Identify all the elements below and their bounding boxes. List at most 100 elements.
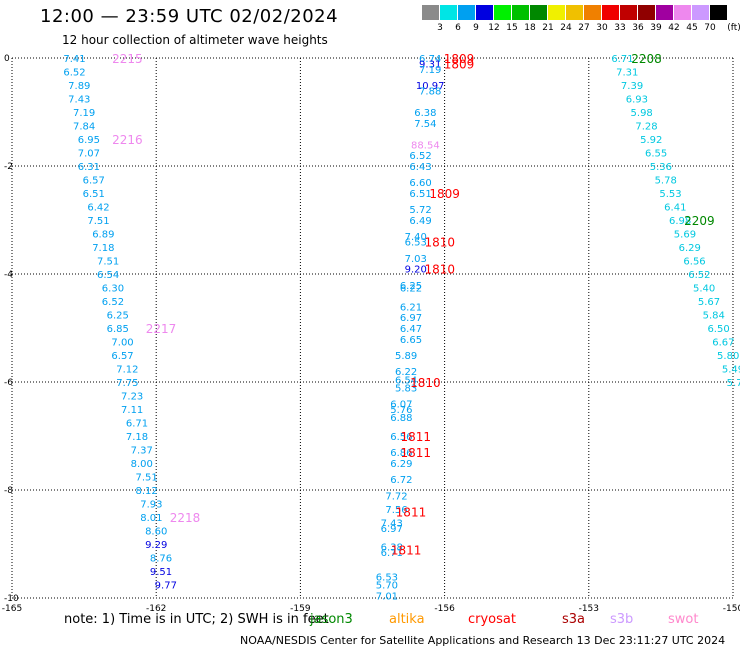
data-point-label: 6.88 — [390, 413, 412, 424]
pass-time-label: 1811 — [400, 430, 431, 444]
satellite-legend-item: cryosat — [468, 612, 516, 627]
pass-time-label: 1811 — [400, 446, 431, 460]
pass-time-label: 1810 — [410, 376, 441, 390]
data-point-label: 6.56 — [683, 257, 705, 268]
y-tick-label: 0 — [4, 54, 10, 64]
color-swatch — [476, 5, 493, 20]
data-point-label: 7.18 — [92, 243, 114, 254]
data-point-label: 6.50 — [707, 324, 729, 335]
pass-time-label: 1810 — [425, 236, 456, 250]
x-tick-label: -156 — [434, 604, 455, 614]
data-point-label: 6.85 — [107, 324, 129, 335]
color-swatch — [548, 5, 565, 20]
color-scale-label: 30 — [596, 23, 608, 33]
color-swatch — [440, 5, 457, 20]
data-point-label: 8.76 — [150, 554, 172, 565]
data-point-label: 6.71 — [381, 548, 403, 559]
data-point-label: 8.00 — [131, 459, 153, 470]
data-point-label: 5.70 — [376, 581, 398, 592]
data-point-label: 7.07 — [78, 149, 100, 160]
data-point-label: 5.76 — [390, 405, 412, 416]
satellite-legend-item: s3b — [610, 612, 634, 627]
data-point-label: 7.40 — [405, 232, 427, 243]
data-point-label: 6.86 — [390, 448, 412, 459]
color-scale-label: 45 — [686, 23, 698, 33]
data-point-label: 6.56 — [390, 432, 412, 443]
data-point-label: 8.60 — [145, 527, 167, 538]
data-point-label: 7.18 — [126, 432, 148, 443]
pass-time-label: 1809 — [444, 57, 475, 71]
data-point-label: 6.74 — [419, 54, 441, 65]
color-scale-label: 18 — [524, 23, 536, 33]
data-point-label: 6.97 — [400, 313, 422, 324]
pass-time-label: 1810 — [425, 263, 456, 277]
data-point-label: 5.83 — [395, 383, 417, 394]
data-point-label: 7.37 — [131, 446, 153, 457]
data-point-label: 6.07 — [390, 400, 412, 411]
data-point-label: 6.47 — [400, 324, 422, 335]
satellite-legend-item: jason3 — [310, 612, 353, 627]
pass-time-label: 2217 — [146, 322, 177, 336]
data-point-label: 6.57 — [111, 351, 133, 362]
data-point-label: 7.00 — [111, 338, 133, 349]
y-tick-label: -10 — [4, 594, 19, 604]
color-scale-label: 12 — [488, 23, 500, 33]
data-point-label: 7.11 — [121, 405, 143, 416]
data-point-label: 7.19 — [419, 65, 441, 76]
color-scale-unit: (ft) — [727, 23, 740, 33]
satellite-legend-item: s3a — [562, 612, 586, 627]
page-subtitle: 12 hour collection of altimeter wave hei… — [62, 33, 328, 47]
x-tick-label: -159 — [290, 604, 311, 614]
color-swatch — [638, 5, 655, 20]
color-scale-label: 3 — [437, 23, 443, 33]
data-point-label: 6.51 — [409, 189, 431, 200]
data-point-label: 7.75 — [116, 378, 138, 389]
data-point-label: 6.52 — [688, 270, 710, 281]
data-point-label: 7.93 — [140, 500, 162, 511]
data-point-label: 6.98 — [669, 216, 691, 227]
data-point-label: 7.54 — [414, 119, 436, 130]
data-point-label: 6.71 — [126, 419, 148, 430]
data-point-label: 5.89 — [395, 351, 417, 362]
y-tick-label: -8 — [4, 486, 13, 496]
data-point-label: 5.40 — [693, 284, 715, 295]
data-point-label: 6.55 — [645, 149, 667, 160]
data-point-label: 9.29 — [145, 540, 167, 551]
data-point-label: 7.51 — [135, 473, 157, 484]
data-point-label: 7.84 — [73, 122, 95, 133]
data-point-label: 6.53 — [405, 238, 427, 249]
x-tick-label: -165 — [2, 604, 22, 614]
page-title: 12:00 — 23:59 UTC 02/02/2024 — [40, 6, 339, 27]
data-point-label: 6.31 — [78, 162, 100, 173]
data-point-label: 6.25 — [107, 311, 129, 322]
data-point-label: 6.52 — [63, 68, 85, 79]
x-tick-label: -162 — [146, 604, 166, 614]
color-scale-label: 6 — [455, 23, 461, 33]
data-point-label: 6.95 — [78, 135, 100, 146]
color-scale-label: 42 — [668, 23, 680, 33]
satellite-legend-item: altika — [389, 612, 425, 627]
data-point-label: 5.69 — [674, 230, 696, 241]
data-point-label: 9.51 — [150, 567, 172, 578]
data-point-label: 7.88 — [419, 86, 441, 97]
footer-note: note: 1) Time is in UTC; 2) SWH is in fe… — [64, 612, 329, 627]
data-point-label: 6.54 — [395, 375, 417, 386]
data-point-label: 7.72 — [385, 491, 407, 502]
data-point-label: 6.22 — [395, 367, 417, 378]
data-point-label: 6.93 — [626, 95, 648, 106]
color-swatch — [512, 5, 529, 20]
pass-time-label: 1811 — [391, 543, 422, 557]
x-tick-label: -153 — [579, 604, 599, 614]
pass-time-label: 1809 — [429, 187, 460, 201]
data-point-label: 5.53 — [659, 189, 681, 200]
y-tick-label: -6 — [4, 378, 13, 388]
data-point-label: 6.67 — [712, 338, 734, 349]
data-point-label: 5.75 — [727, 378, 740, 389]
data-point-label: 6.30 — [102, 284, 124, 295]
color-scale-label: 21 — [542, 23, 554, 33]
data-point-label: 6.52 — [409, 151, 431, 162]
data-point-label: 6.38 — [414, 108, 436, 119]
data-point-label: 6.25 — [400, 281, 422, 292]
data-point-label: 5.78 — [655, 176, 677, 187]
